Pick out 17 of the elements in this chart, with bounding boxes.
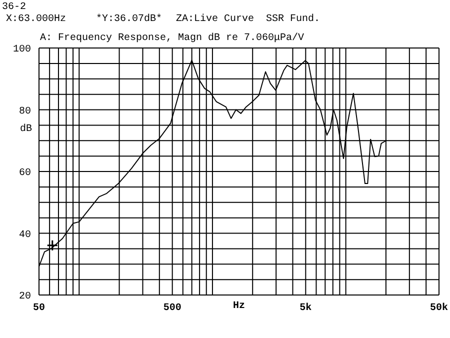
y-tick-label: 100 [12, 44, 31, 56]
y-axis-title: dB [20, 123, 32, 136]
y-tick-label: 60 [18, 168, 31, 180]
text: SSR Fund. [266, 14, 320, 25]
y-tick-label: 20 [18, 292, 31, 303]
x-tick-label: 5k [300, 302, 312, 314]
y-tick-label: 80 [18, 106, 31, 118]
text: ZA:Live Curve [176, 14, 254, 25]
x-tick-label: 50 [32, 303, 46, 314]
text: X:63.000Hz [6, 14, 66, 25]
x-tick-label: 50k [430, 302, 448, 314]
text: *Y:36.07dB* [96, 14, 162, 25]
chart-title: A: Frequency Response, Magn dB re 7.060μPa/V [40, 33, 304, 44]
x-tick-label: 500 [163, 303, 182, 314]
x-axis-title: Hz [232, 301, 246, 312]
text: 36-2 [2, 2, 26, 13]
y-tick-label: 40 [18, 230, 31, 241]
